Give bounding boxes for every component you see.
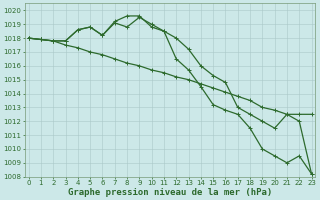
X-axis label: Graphe pression niveau de la mer (hPa): Graphe pression niveau de la mer (hPa)	[68, 188, 272, 197]
